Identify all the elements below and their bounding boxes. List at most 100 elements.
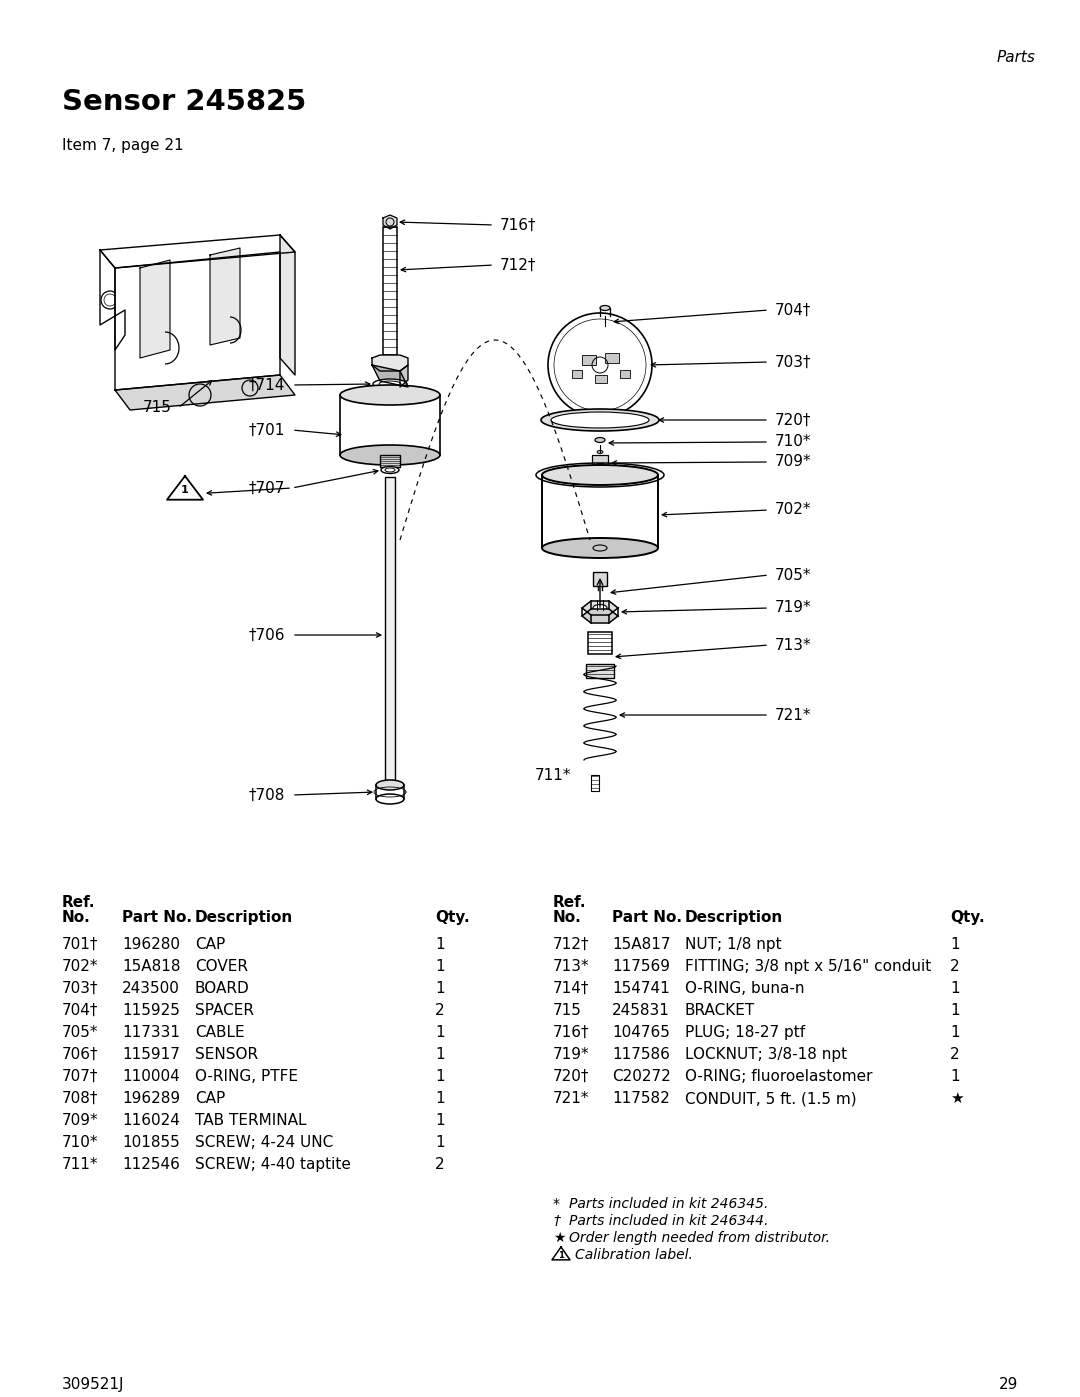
Ellipse shape: [602, 326, 608, 330]
Text: 710*: 710*: [62, 1134, 98, 1150]
Text: 29: 29: [999, 1377, 1018, 1391]
Text: Parts included in kit 246345.: Parts included in kit 246345.: [569, 1197, 768, 1211]
Text: Sensor 245825: Sensor 245825: [62, 88, 307, 116]
Text: ★: ★: [950, 1091, 963, 1106]
Polygon shape: [114, 374, 295, 409]
Text: Item 7, page 21: Item 7, page 21: [62, 138, 184, 154]
Text: 154741: 154741: [612, 981, 670, 996]
Text: †707: †707: [248, 481, 285, 496]
Polygon shape: [100, 250, 125, 351]
Ellipse shape: [384, 468, 395, 472]
Polygon shape: [372, 365, 408, 387]
Text: †706: †706: [248, 627, 285, 643]
Polygon shape: [582, 609, 618, 623]
Text: BRACKET: BRACKET: [685, 1003, 755, 1018]
Text: Calibration label.: Calibration label.: [575, 1248, 693, 1261]
Text: 704†: 704†: [62, 1003, 98, 1018]
Text: Ref.: Ref.: [62, 895, 95, 909]
Ellipse shape: [542, 465, 658, 485]
Text: SPACER: SPACER: [195, 1003, 254, 1018]
Bar: [605, 353, 619, 363]
Text: NUT; 1/8 npt: NUT; 1/8 npt: [685, 937, 782, 951]
Polygon shape: [167, 476, 203, 500]
Ellipse shape: [381, 467, 399, 474]
Text: 721*: 721*: [775, 707, 811, 722]
Text: 702*: 702*: [62, 958, 98, 974]
Text: 720†: 720†: [553, 1069, 590, 1084]
Text: 117331: 117331: [122, 1025, 180, 1039]
Polygon shape: [280, 235, 295, 374]
Text: O-RING; fluoroelastomer: O-RING; fluoroelastomer: [685, 1069, 873, 1084]
Text: BOARD: BOARD: [195, 981, 249, 996]
Text: SCREW; 4-40 taptite: SCREW; 4-40 taptite: [195, 1157, 351, 1172]
Text: 703†: 703†: [775, 355, 811, 369]
Bar: [582, 355, 596, 365]
Polygon shape: [114, 251, 280, 390]
Text: 2: 2: [950, 1046, 960, 1062]
Polygon shape: [383, 215, 397, 229]
Text: 117582: 117582: [612, 1091, 670, 1106]
Text: 708†: 708†: [62, 1091, 98, 1106]
Text: 709*: 709*: [62, 1113, 98, 1127]
Text: 1: 1: [435, 1025, 445, 1039]
Bar: [592, 455, 608, 467]
Text: 1: 1: [181, 485, 189, 495]
Text: 1: 1: [950, 1003, 960, 1018]
Ellipse shape: [373, 379, 407, 388]
Text: SCREW; 4-24 UNC: SCREW; 4-24 UNC: [195, 1134, 334, 1150]
Text: 1: 1: [435, 937, 445, 951]
Ellipse shape: [379, 381, 401, 387]
Text: 15A818: 15A818: [122, 958, 180, 974]
Text: 1: 1: [435, 1046, 445, 1062]
Text: Ref.: Ref.: [553, 895, 586, 909]
Ellipse shape: [376, 793, 404, 805]
Text: 712†: 712†: [553, 937, 590, 951]
Text: 1: 1: [950, 981, 960, 996]
Text: 245831: 245831: [612, 1003, 670, 1018]
Text: TAB TERMINAL: TAB TERMINAL: [195, 1113, 307, 1127]
Bar: [380, 455, 400, 467]
Text: 705*: 705*: [62, 1025, 98, 1039]
Text: CABLE: CABLE: [195, 1025, 245, 1039]
Bar: [591, 775, 599, 791]
Text: 101855: 101855: [122, 1134, 179, 1150]
Bar: [572, 370, 582, 379]
Text: 1: 1: [950, 1069, 960, 1084]
Text: 1: 1: [435, 1069, 445, 1084]
Text: ★: ★: [553, 1231, 566, 1245]
Text: CAP: CAP: [195, 1091, 226, 1106]
Text: 309521J: 309521J: [62, 1377, 124, 1391]
Circle shape: [548, 313, 652, 416]
Text: 721*: 721*: [553, 1091, 590, 1106]
Text: 702*: 702*: [775, 503, 811, 517]
Ellipse shape: [597, 450, 603, 454]
Text: No.: No.: [553, 909, 582, 925]
Text: 115925: 115925: [122, 1003, 180, 1018]
Text: 716†: 716†: [553, 1025, 590, 1039]
Text: 713*: 713*: [775, 637, 812, 652]
Text: 1: 1: [435, 1091, 445, 1106]
Text: Part No.: Part No.: [612, 909, 681, 925]
Text: 2: 2: [435, 1003, 445, 1018]
Text: 709*: 709*: [775, 454, 812, 469]
Text: 2: 2: [435, 1157, 445, 1172]
Text: 701†: 701†: [62, 937, 98, 951]
Text: Qty.: Qty.: [435, 909, 470, 925]
Text: 117569: 117569: [612, 958, 670, 974]
Text: 243500: 243500: [122, 981, 180, 996]
Text: 1: 1: [435, 981, 445, 996]
Ellipse shape: [593, 605, 607, 612]
Text: 703†: 703†: [62, 981, 98, 996]
Text: 112546: 112546: [122, 1157, 180, 1172]
Bar: [588, 631, 612, 654]
Text: 720†: 720†: [775, 412, 811, 427]
Polygon shape: [140, 260, 170, 358]
Polygon shape: [582, 601, 618, 615]
Ellipse shape: [340, 386, 440, 405]
Text: †: †: [553, 1214, 561, 1228]
Bar: [620, 370, 630, 379]
Text: Part No.: Part No.: [122, 909, 192, 925]
Text: 110004: 110004: [122, 1069, 179, 1084]
Polygon shape: [552, 1248, 570, 1260]
Text: O-RING, PTFE: O-RING, PTFE: [195, 1069, 298, 1084]
